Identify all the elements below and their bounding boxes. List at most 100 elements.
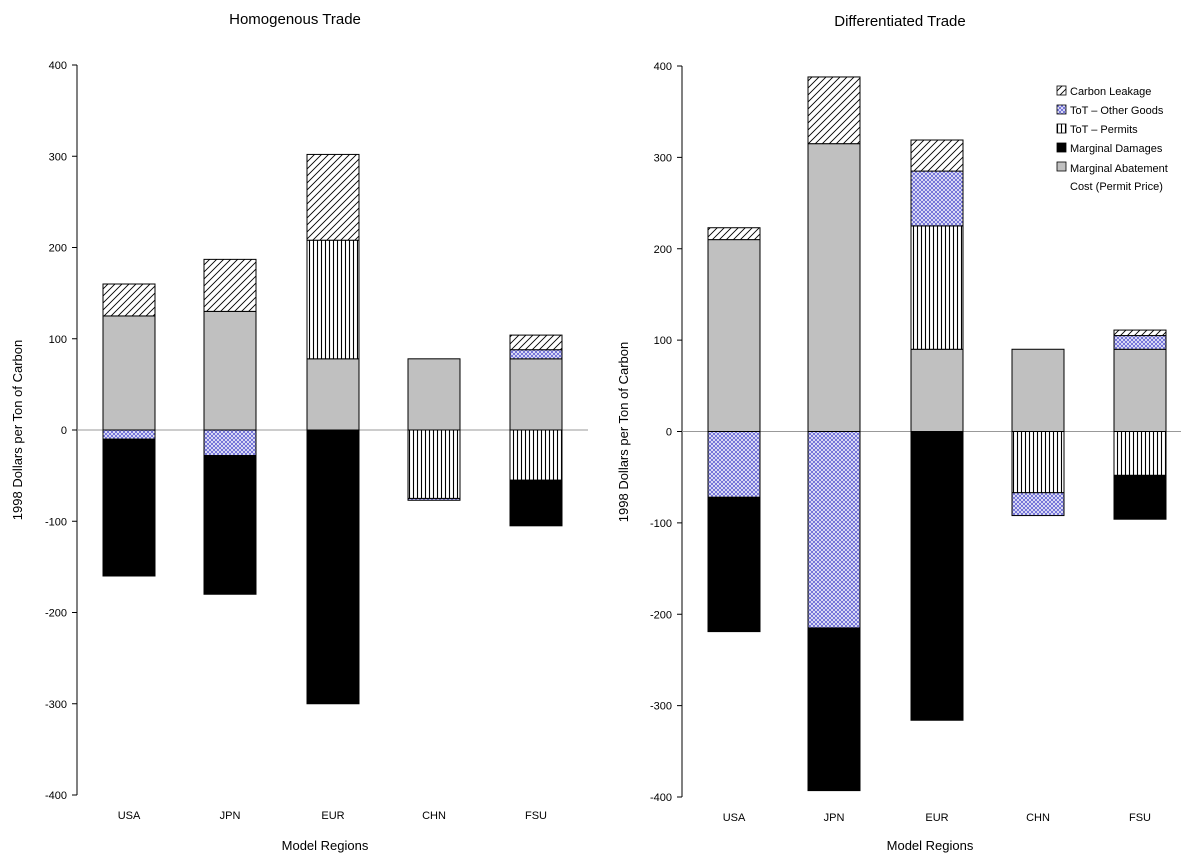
y-tick-label: 300 xyxy=(654,152,672,164)
bar-jpn-damages xyxy=(807,627,861,792)
bar-eur-mac xyxy=(306,358,360,431)
bar-eur-permits xyxy=(910,225,964,350)
legend-swatch xyxy=(1056,161,1067,172)
bar-jpn-leakage xyxy=(807,76,861,145)
bar-usa-damages xyxy=(102,438,156,577)
chart-homogenous-trade: Homogenous Trade 1998 Dollars per Ton of… xyxy=(10,11,588,853)
bar-usa-mac xyxy=(707,239,761,432)
y-tick-label: -400 xyxy=(45,790,67,802)
y-axis-label: 1998 Dollars per Ton of Carbon xyxy=(10,340,25,520)
legend-swatch xyxy=(1056,104,1067,115)
x-axis-label: Model Regions xyxy=(887,838,974,853)
bars xyxy=(707,76,1167,792)
bar-usa-damages xyxy=(707,496,761,633)
x-tick-label: CHN xyxy=(1026,812,1050,824)
y-tick-label: 200 xyxy=(49,243,67,255)
bar-fsu-mac xyxy=(509,358,563,431)
bar-usa-other xyxy=(102,429,156,440)
x-tick-label: FSU xyxy=(525,810,547,822)
x-tick-label: EUR xyxy=(321,810,344,822)
legend-swatch xyxy=(1056,123,1067,134)
bar-usa-mac xyxy=(102,315,156,431)
bar-jpn-other xyxy=(807,431,861,629)
legend-label: Carbon Leakage xyxy=(1070,86,1151,98)
y-tick-label: -300 xyxy=(45,699,67,711)
x-tick-label: USA xyxy=(118,810,141,822)
legend-item-marginal-damages: Marginal Damages xyxy=(1056,142,1163,155)
x-tick-label: CHN xyxy=(422,810,446,822)
bar-eur-damages xyxy=(910,431,964,721)
y-tick-label: 200 xyxy=(654,244,672,256)
bar-jpn-leakage xyxy=(203,258,257,312)
legend-label: Marginal Damages xyxy=(1070,143,1163,155)
bar-fsu-permits xyxy=(509,429,563,481)
y-tick-label: 0 xyxy=(61,425,67,437)
bar-jpn-mac xyxy=(203,310,257,431)
bar-jpn-damages xyxy=(203,455,257,595)
bar-chn-mac xyxy=(1011,348,1065,433)
bar-fsu-damages xyxy=(509,479,563,527)
x-tick-labels: USA JPN EUR CHN FSU xyxy=(723,812,1151,824)
legend-item-marginal-abatement-cost: Marginal Abatement Cost (Permit Price) xyxy=(1056,161,1168,193)
y-tick-label: -100 xyxy=(650,518,672,530)
x-tick-label: USA xyxy=(723,812,746,824)
y-tick-label: 100 xyxy=(49,334,67,346)
legend: Carbon Leakage ToT – Other Goods ToT – P… xyxy=(1056,85,1168,193)
x-tick-label: FSU xyxy=(1129,812,1151,824)
x-tick-label: JPN xyxy=(220,810,241,822)
bar-eur-permits xyxy=(306,239,360,360)
bar-eur-leakage xyxy=(910,139,964,172)
legend-label: Marginal Abatement xyxy=(1070,163,1168,175)
bar-fsu-damages xyxy=(1113,474,1167,520)
y-tick-label: 100 xyxy=(654,335,672,347)
x-tick-label: JPN xyxy=(824,812,845,824)
bar-jpn-mac xyxy=(807,143,861,432)
bar-fsu-other xyxy=(1113,335,1167,350)
bar-fsu-mac xyxy=(1113,348,1167,433)
legend-item-tot-permits: ToT – Permits xyxy=(1056,123,1138,136)
bar-eur-other xyxy=(910,170,964,227)
y-tick-label: 400 xyxy=(49,60,67,72)
bar-eur-damages xyxy=(306,429,360,705)
x-tick-label: EUR xyxy=(925,812,948,824)
legend-swatch xyxy=(1056,142,1067,153)
y-tick-label: -300 xyxy=(650,701,672,713)
legend-item-tot-other-goods: ToT – Other Goods xyxy=(1056,104,1164,117)
legend-label-line-2: Cost (Permit Price) xyxy=(1070,181,1163,193)
y-tick-label: -400 xyxy=(650,792,672,804)
chart-title: Homogenous Trade xyxy=(229,11,361,28)
bars xyxy=(102,153,563,705)
bar-usa-leakage xyxy=(102,283,156,317)
y-tick-label: -200 xyxy=(650,609,672,621)
x-axis-label: Model Regions xyxy=(282,838,369,853)
y-tick-label: -100 xyxy=(45,516,67,528)
bar-chn-other xyxy=(1011,492,1065,517)
y-tick-label: 300 xyxy=(49,151,67,163)
bar-chn-other xyxy=(407,497,461,501)
bar-usa-other xyxy=(707,431,761,498)
legend-swatch xyxy=(1056,85,1067,96)
bar-eur-leakage xyxy=(306,153,360,241)
bar-chn-mac xyxy=(407,358,461,431)
bar-usa-leakage xyxy=(707,227,761,241)
bar-fsu-permits xyxy=(1113,431,1167,476)
legend-label: ToT – Other Goods xyxy=(1070,105,1164,117)
bar-jpn-other xyxy=(203,429,257,457)
x-tick-labels: USA JPN EUR CHN FSU xyxy=(118,810,547,822)
chart-differentiated-trade: Differentiated Trade 1998 Dollars per To… xyxy=(616,13,1181,853)
y-tick-label: 0 xyxy=(666,427,672,439)
bar-fsu-leakage xyxy=(1113,329,1167,337)
legend-label: ToT – Permits xyxy=(1070,124,1138,136)
y-tick-label: 400 xyxy=(654,61,672,73)
chart-title: Differentiated Trade xyxy=(834,13,965,30)
axes: 400 300 200 100 0 -100 -200 -300 -400 xyxy=(650,61,1181,804)
y-axis-label: 1998 Dollars per Ton of Carbon xyxy=(616,342,631,522)
bar-fsu-leakage xyxy=(509,334,563,351)
bar-eur-mac xyxy=(910,348,964,433)
y-tick-label: -200 xyxy=(45,608,67,620)
legend-item-carbon-leakage: Carbon Leakage xyxy=(1056,85,1151,98)
bar-chn-permits xyxy=(1011,431,1065,494)
bar-fsu-other xyxy=(509,349,563,360)
bar-chn-permits xyxy=(407,429,461,499)
